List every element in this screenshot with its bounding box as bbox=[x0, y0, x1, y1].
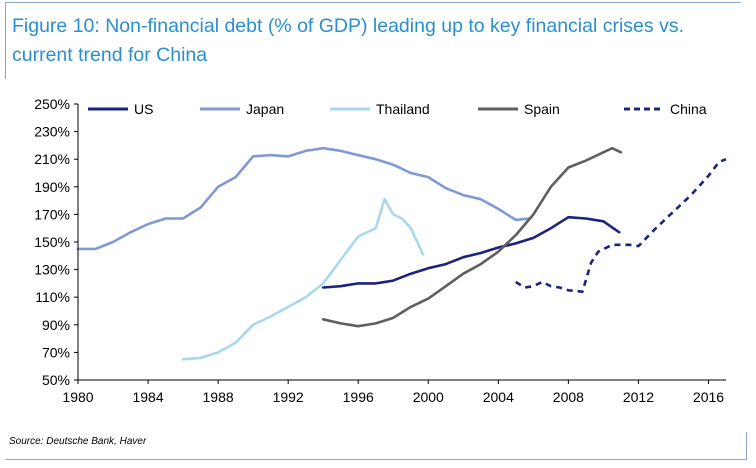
y-tick-label: 130% bbox=[34, 262, 70, 278]
y-tick-label: 70% bbox=[42, 344, 70, 360]
series-line-china bbox=[515, 157, 727, 293]
y-tick-label: 150% bbox=[34, 234, 70, 250]
legend-label-thailand: Thailand bbox=[376, 101, 430, 117]
series-line-japan bbox=[76, 146, 532, 251]
legend-label-china: China bbox=[670, 101, 707, 117]
y-tick-label: 230% bbox=[34, 124, 70, 140]
y-tick-label: 170% bbox=[34, 206, 70, 222]
x-tick-label: 1992 bbox=[273, 389, 304, 405]
axes bbox=[74, 103, 726, 384]
legend-label-spain: Spain bbox=[524, 101, 560, 117]
chart-title: Figure 10: Non-financial debt (% of GDP)… bbox=[12, 15, 684, 66]
y-axis-tick-labels: 50% 70% 90% 110% 130% 150% 170% 190% 210% 230% 250… bbox=[34, 96, 70, 388]
series-lines bbox=[76, 146, 727, 361]
x-tick-label: 2004 bbox=[483, 389, 514, 405]
x-tick-label: 2016 bbox=[693, 389, 724, 405]
x-tick-label: 1988 bbox=[203, 389, 234, 405]
x-tick-label: 2008 bbox=[553, 389, 584, 405]
legend-label-japan: Japan bbox=[246, 101, 284, 117]
y-tick-label: 50% bbox=[42, 372, 70, 388]
x-tick-label: 2012 bbox=[623, 389, 654, 405]
source-note: Source: Deutsche Bank, Haver bbox=[9, 436, 147, 447]
legend-label-us: US bbox=[134, 101, 153, 117]
series-line-us bbox=[321, 215, 621, 289]
title-frame bbox=[5, 2, 741, 79]
x-tick-label: 2000 bbox=[413, 389, 444, 405]
x-tick-label: 1996 bbox=[343, 389, 374, 405]
y-tick-label: 190% bbox=[34, 179, 70, 195]
source-frame bbox=[5, 432, 747, 460]
legend: US Japan Thailand Spain China bbox=[88, 101, 707, 117]
y-tick-label: 110% bbox=[35, 289, 70, 305]
x-tick-label: 1980 bbox=[62, 389, 93, 405]
y-tick-label: 210% bbox=[34, 151, 70, 167]
x-tick-label: 1984 bbox=[132, 389, 163, 405]
y-tick-label: 250% bbox=[34, 96, 70, 112]
x-axis-tick-labels: 1980 1984 1988 1992 1996 2000 2004 2008 2012 2016 bbox=[62, 389, 724, 405]
series-line-thailand bbox=[181, 197, 425, 361]
series-line-spain bbox=[321, 146, 623, 328]
y-tick-label: 90% bbox=[42, 317, 70, 333]
